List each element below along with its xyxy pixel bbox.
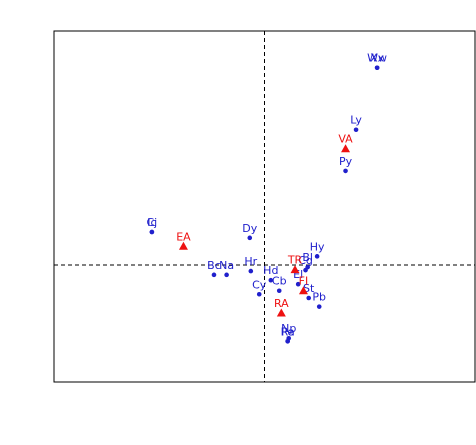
point-label-cj: Cj: [147, 216, 158, 229]
point-label-el: El: [293, 268, 303, 281]
point-label-na: Na: [219, 259, 234, 272]
point-label-ly: Ly: [350, 114, 362, 127]
point-label-ra: Ra: [281, 325, 295, 338]
circle-point-na: [224, 272, 229, 278]
circle-point-bc: [211, 272, 217, 278]
point-label-dy: Dy: [242, 222, 257, 235]
point-label-hd: Hd: [263, 264, 278, 277]
circle-point-cj: [149, 229, 155, 235]
triangle-point-ea: [178, 241, 188, 250]
point-label-np: Np: [281, 322, 296, 335]
circle-point-cy: [256, 291, 262, 297]
circle-point-ly: [353, 127, 359, 133]
circle-point-pb: [316, 304, 322, 309]
point-label-cg: Cg: [298, 254, 313, 267]
point-label-pb: Pb: [312, 291, 326, 304]
point-label-py: Py: [339, 155, 353, 168]
circle-point-cg: [303, 267, 308, 273]
triangle-point-tr: [290, 265, 300, 274]
circle-point-st: [306, 295, 312, 301]
triangle-point-ra: [276, 308, 286, 317]
point-label-ic: Ic: [147, 216, 156, 229]
triangle-point-fi: [298, 286, 308, 295]
point-label-fi: FI: [299, 275, 309, 288]
circle-point-hr: [248, 268, 254, 274]
point-label-ww: Ww: [367, 52, 387, 65]
point-label-ra: RA: [274, 297, 289, 310]
point-label-hr: Hr: [244, 255, 257, 268]
point-label-bc: Bc: [207, 259, 221, 272]
point-label-cb: Cb: [272, 275, 287, 288]
point-label-pe: Pe: [281, 325, 294, 338]
point-label-hy: Hy: [310, 240, 325, 253]
triangle-point-va: [341, 144, 351, 153]
circle-point-el: [295, 281, 301, 287]
circle-point-pe: [285, 338, 290, 344]
circle-point-dy: [247, 235, 253, 241]
circle-point-py: [343, 168, 348, 174]
point-label-bl: Bl: [302, 251, 313, 264]
point-label-st: St: [303, 282, 315, 295]
point-label-cy: Cy: [252, 278, 267, 291]
circle-point-hy: [314, 254, 320, 259]
circle-point-hd: [268, 277, 274, 283]
point-label-tr: TR: [287, 254, 303, 267]
circle-point-ww: [374, 65, 380, 71]
point-label-va: VA: [338, 133, 353, 146]
point-label-ea: EA: [176, 230, 191, 243]
circle-point-cb: [276, 288, 282, 294]
point-label-xx: Xx: [370, 52, 385, 65]
